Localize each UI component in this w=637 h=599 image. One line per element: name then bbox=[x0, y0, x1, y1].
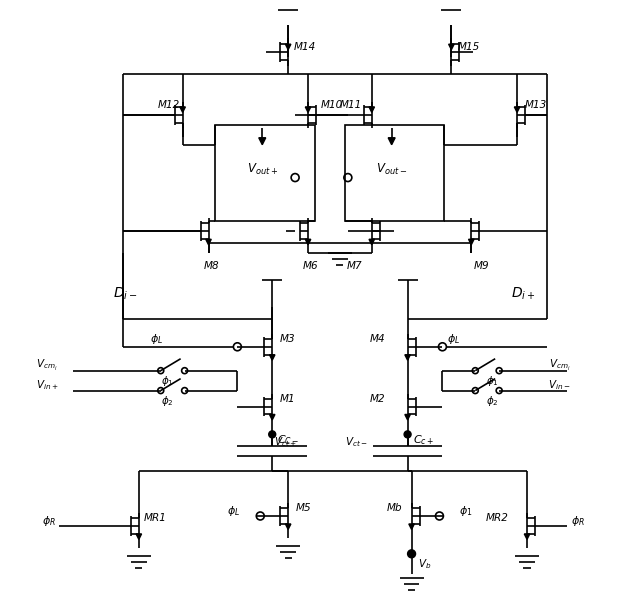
Polygon shape bbox=[269, 415, 275, 420]
Polygon shape bbox=[136, 534, 141, 539]
Polygon shape bbox=[448, 44, 454, 50]
Polygon shape bbox=[524, 534, 530, 539]
Polygon shape bbox=[409, 524, 414, 530]
Polygon shape bbox=[369, 107, 375, 113]
Text: M5: M5 bbox=[296, 503, 311, 513]
Text: $V_{ct-}$: $V_{ct-}$ bbox=[345, 435, 368, 449]
Text: M1: M1 bbox=[280, 394, 296, 404]
Text: M8: M8 bbox=[204, 261, 219, 271]
Polygon shape bbox=[469, 239, 474, 245]
Polygon shape bbox=[405, 355, 410, 360]
Text: Mb: Mb bbox=[387, 503, 403, 513]
Text: $V_{in-}$: $V_{in-}$ bbox=[548, 379, 571, 392]
Text: $V_{ct+}$: $V_{ct+}$ bbox=[274, 435, 297, 449]
Text: $V_{in+}$: $V_{in+}$ bbox=[36, 379, 59, 392]
Polygon shape bbox=[305, 239, 311, 245]
Polygon shape bbox=[514, 107, 520, 113]
Text: M7: M7 bbox=[347, 261, 362, 271]
Text: $C_{C-}$: $C_{C-}$ bbox=[277, 434, 299, 447]
Text: MR1: MR1 bbox=[144, 513, 167, 523]
Text: M13: M13 bbox=[525, 100, 547, 110]
Polygon shape bbox=[285, 44, 291, 50]
Text: M11: M11 bbox=[340, 100, 362, 110]
Text: $\phi_2$: $\phi_2$ bbox=[161, 394, 174, 407]
Text: $D_{i-}$: $D_{i-}$ bbox=[113, 286, 138, 302]
Text: $C_{c+}$: $C_{c+}$ bbox=[413, 434, 434, 447]
Polygon shape bbox=[285, 524, 291, 530]
Circle shape bbox=[404, 431, 411, 438]
Text: $\phi_1$: $\phi_1$ bbox=[161, 374, 174, 388]
Text: $\phi_R$: $\phi_R$ bbox=[42, 514, 56, 528]
Bar bbox=[215, 125, 315, 222]
Polygon shape bbox=[206, 239, 211, 245]
Text: M10: M10 bbox=[321, 100, 343, 110]
Text: $\phi_L$: $\phi_L$ bbox=[447, 332, 461, 346]
Polygon shape bbox=[180, 107, 185, 113]
Text: M2: M2 bbox=[369, 394, 385, 404]
Text: $V_{out-}$: $V_{out-}$ bbox=[376, 162, 407, 177]
Polygon shape bbox=[405, 415, 410, 420]
Text: $\phi_1$: $\phi_1$ bbox=[486, 374, 499, 388]
Text: $V_b$: $V_b$ bbox=[417, 557, 431, 571]
Text: M9: M9 bbox=[473, 261, 489, 271]
Text: M15: M15 bbox=[457, 42, 480, 52]
Polygon shape bbox=[388, 138, 395, 145]
Circle shape bbox=[408, 550, 415, 558]
Text: $\phi_L$: $\phi_L$ bbox=[150, 332, 162, 346]
Text: MR2: MR2 bbox=[485, 513, 508, 523]
Polygon shape bbox=[369, 239, 375, 245]
Text: $\phi_1$: $\phi_1$ bbox=[459, 504, 473, 518]
Text: M12: M12 bbox=[158, 100, 180, 110]
Text: M14: M14 bbox=[294, 42, 317, 52]
Text: $V_{cm_i}$: $V_{cm_i}$ bbox=[549, 358, 571, 373]
Circle shape bbox=[269, 431, 276, 438]
Text: $\phi_L$: $\phi_L$ bbox=[227, 504, 240, 518]
Text: $D_{i+}$: $D_{i+}$ bbox=[511, 286, 536, 302]
Text: $\phi_R$: $\phi_R$ bbox=[571, 514, 585, 528]
Text: $V_{cm_i}$: $V_{cm_i}$ bbox=[36, 358, 58, 373]
Text: M6: M6 bbox=[303, 261, 318, 271]
Bar bbox=[345, 125, 445, 222]
Polygon shape bbox=[269, 355, 275, 360]
Text: M3: M3 bbox=[280, 334, 296, 344]
Text: $\phi_2$: $\phi_2$ bbox=[486, 394, 499, 407]
Polygon shape bbox=[305, 107, 311, 113]
Text: $V_{out+}$: $V_{out+}$ bbox=[247, 162, 278, 177]
Polygon shape bbox=[259, 138, 266, 145]
Text: M4: M4 bbox=[369, 334, 385, 344]
